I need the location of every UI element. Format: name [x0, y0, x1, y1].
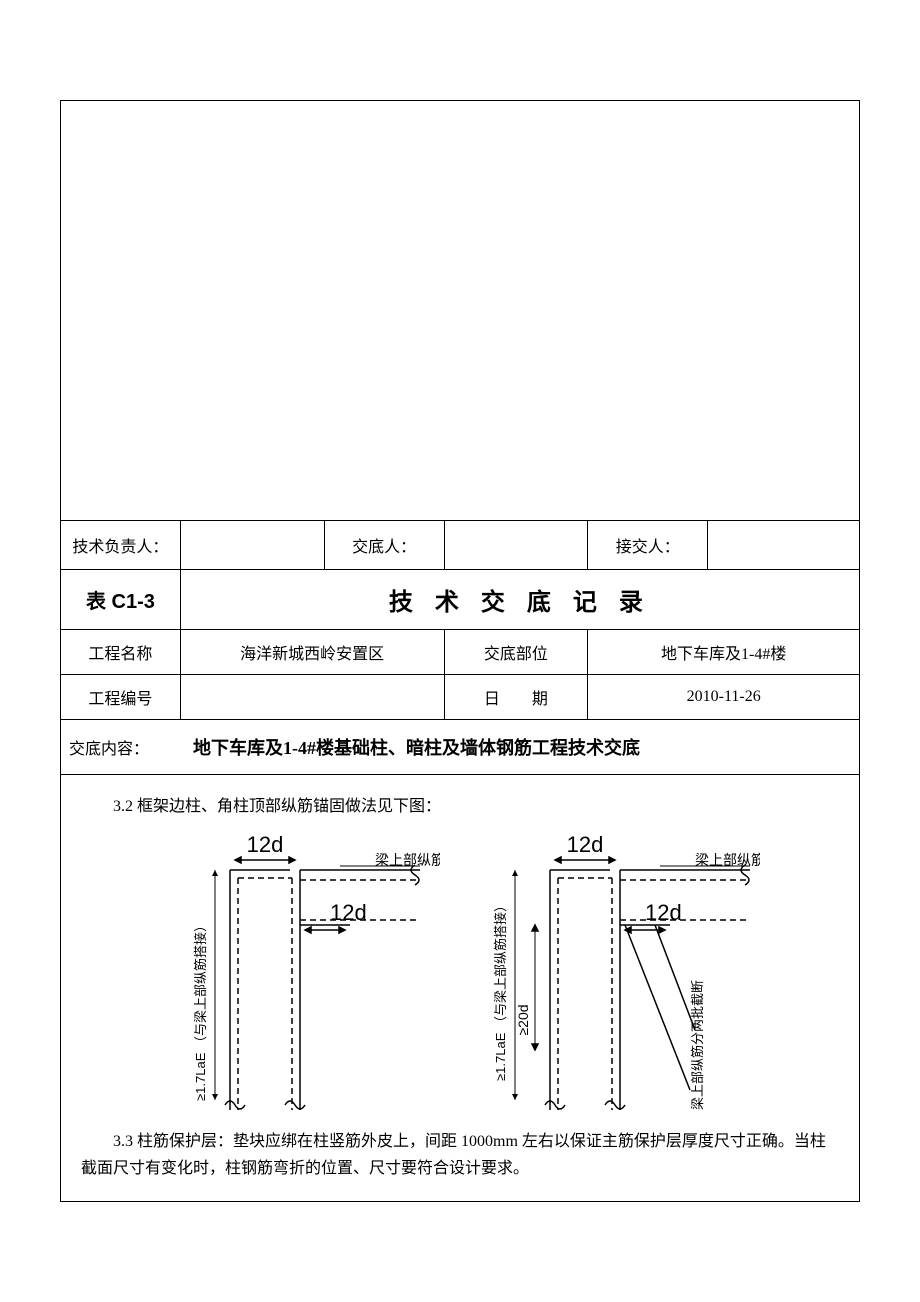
info-table: 工程名称 海洋新城西岭安置区 交底部位 地下车库及1-4#楼 工程编号 日 期 … [60, 630, 860, 1202]
label-12d-top-2: 12d [567, 832, 604, 857]
signature-row: 技术负责人： 交底人： 接交人： [61, 521, 860, 570]
content-body-cell: 3.2 框架边柱、角柱顶部纵筋锚固做法见下图： [61, 775, 860, 1202]
label-17lae-1: ≥1.7LaE （与梁上部纵筋搭接） [193, 919, 208, 1101]
label-17lae-2: ≥1.7LaE （与梁上部纵筋搭接） [493, 899, 508, 1081]
received-by-label: 接交人： [588, 521, 708, 570]
info-row-1: 工程名称 海洋新城西岭安置区 交底部位 地下车库及1-4#楼 [61, 630, 860, 675]
content-body-row: 3.2 框架边柱、角柱顶部纵筋锚固做法见下图： [61, 775, 860, 1202]
project-name-label: 工程名称 [61, 630, 181, 675]
info-row-2: 工程编号 日 期 2010-11-26 [61, 675, 860, 720]
content-title: 地下车库及1-4#楼基础柱、暗柱及墙体钢筋工程技术交底 [193, 738, 640, 758]
table-title: 技 术 交 底 记 录 [389, 590, 651, 616]
section-3-2: 3.2 框架边柱、角柱顶部纵筋锚固做法见下图： [81, 793, 839, 820]
table-code-cell: 表 C1-3 [61, 570, 181, 630]
disclosure-part-label: 交底部位 [444, 630, 588, 675]
content-header-row: 交底内容： 地下车库及1-4#楼基础柱、暗柱及墙体钢筋工程技术交底 [61, 720, 860, 775]
page-container: 技术负责人： 交底人： 接交人： 表 C1-3 技 术 交 底 记 录 工程名称… [0, 0, 920, 1242]
diagram-container: 12d 12d 梁上部纵筋 ≥1.7LaE （与梁上部纵筋搭接） [81, 830, 839, 1110]
disclosure-part-value: 地下车库及1-4#楼 [588, 630, 860, 675]
label-12d-inner-2: 12d [645, 900, 682, 925]
content-label: 交底内容： [69, 741, 149, 758]
project-no-label: 工程编号 [61, 675, 181, 720]
label-12d-inner: 12d [330, 900, 367, 925]
date-value: 2010-11-26 [588, 675, 860, 720]
received-by-value [708, 521, 860, 570]
disclosed-by-label: 交底人： [324, 521, 444, 570]
date-label: 日 期 [444, 675, 588, 720]
diagram-left: 12d 12d 梁上部纵筋 ≥1.7LaE （与梁上部纵筋搭接） [160, 830, 440, 1110]
project-no-value [180, 675, 444, 720]
project-name-value: 海洋新城西岭安置区 [180, 630, 444, 675]
table-code: 表 C1-3 [86, 591, 155, 613]
disclosed-by-value [444, 521, 588, 570]
content-header-cell: 交底内容： 地下车库及1-4#楼基础柱、暗柱及墙体钢筋工程技术交底 [61, 720, 860, 775]
top-blank-cell [61, 101, 860, 521]
label-12d-top: 12d [247, 832, 284, 857]
label-split: 梁上部纵筋分两批截断 [690, 980, 705, 1110]
top-blank-row [61, 101, 860, 521]
diagram-right: 12d 12d 梁上部纵筋 ≥1.7LaE （与梁上部纵筋搭接） ≥20d 梁上… [460, 830, 760, 1110]
tech-lead-label: 技术负责人： [61, 521, 181, 570]
header-row: 表 C1-3 技 术 交 底 记 录 [61, 570, 860, 630]
tech-lead-value [180, 521, 324, 570]
label-20d: ≥20d [515, 1005, 531, 1036]
section-3-3: 3.3 柱筋保护层：垫块应绑在柱竖筋外皮上，间距 1000mm 左右以保证主筋保… [81, 1128, 839, 1182]
table-title-cell: 技 术 交 底 记 录 [180, 570, 859, 630]
main-table: 技术负责人： 交底人： 接交人： 表 C1-3 技 术 交 底 记 录 [60, 100, 860, 630]
